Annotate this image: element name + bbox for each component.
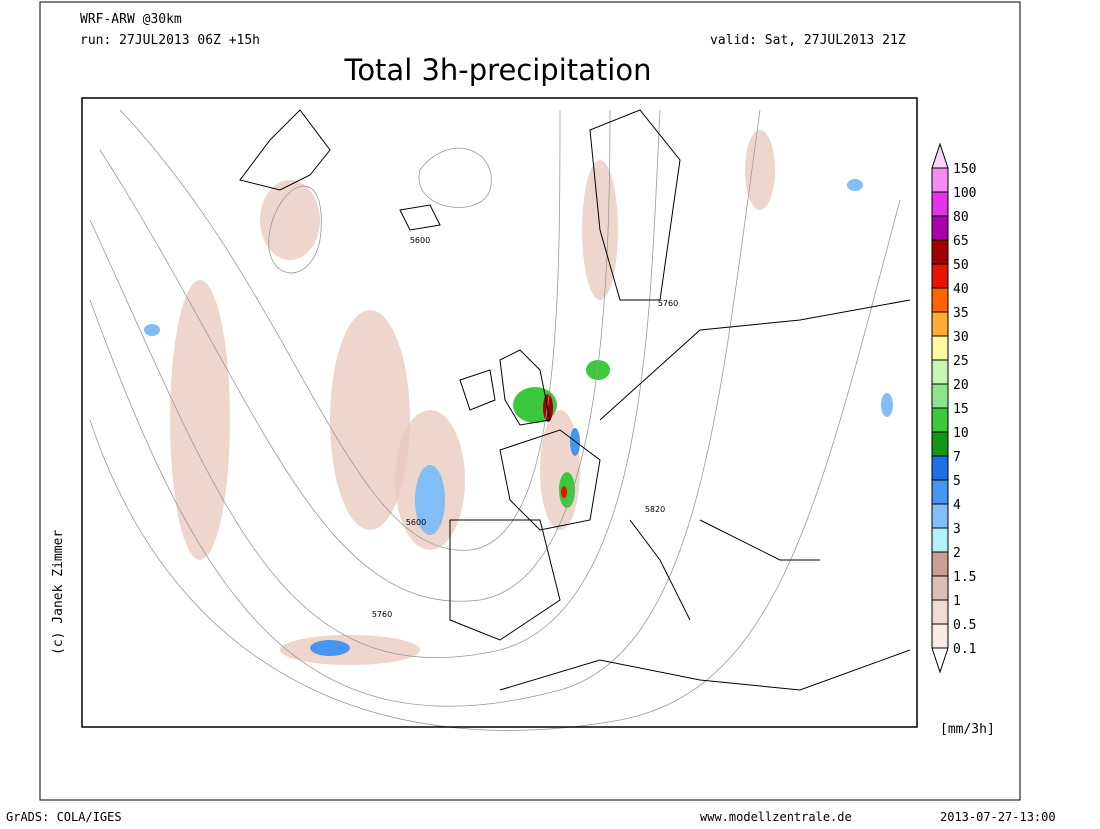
footer-center: www.modellzentrale.de [700,810,852,824]
model-label: WRF-ARW @30km [80,12,182,27]
colorbar-label: 150 [953,162,976,177]
valid-label: valid: Sat, 27JUL2013 21Z [710,33,906,48]
footer-left: GrADS: COLA/IGES [6,810,122,824]
colorbar-label: 5 [953,474,961,489]
colorbar-bottom [931,647,949,674]
colorbar-box [931,215,949,241]
colorbar-box [931,623,949,649]
colorbar-label: 3 [953,522,961,537]
height-contours [89,109,901,731]
credit: (c) Janek Zimmer [51,530,66,655]
colorbar-box [931,311,949,337]
run-label: run: 27JUL2013 06Z +15h [80,33,260,48]
contour-label: 5760 [372,610,392,619]
colorbar-box [931,167,949,193]
colorbar-label: 10 [953,426,969,441]
contour-label: 5600 [410,236,430,245]
colorbar-label: 25 [953,354,969,369]
colorbar-box [931,503,949,529]
colorbar-box [931,479,949,505]
colorbar-box [931,431,949,457]
colorbar-label: 0.5 [953,618,976,633]
colorbar-box [931,599,949,625]
colorbar-label: 2 [953,546,961,561]
colorbar-box [931,239,949,265]
footer-right: 2013-07-27-13:00 [940,810,1056,824]
colorbar-label: 100 [953,186,976,201]
colorbar-box [931,575,949,601]
coastlines [239,109,911,691]
colorbar: 150 100 80 65 50 40 35 30 25 20 15 10 7 5 4 3 2 1.5 1 0.5 0.… [931,142,976,657]
colorbar-label: 20 [953,378,969,393]
colorbar-box [931,527,949,553]
colorbar-label: 7 [953,450,961,465]
colorbar-label: 4 [953,498,961,513]
colorbar-label: 80 [953,210,969,225]
contour-label: 5600 [406,518,426,527]
colorbar-box [931,407,949,433]
colorbar-box [931,263,949,289]
colorbar-label: 40 [953,282,969,297]
colorbar-box [931,335,949,361]
colorbar-box [931,287,949,313]
colorbar-box [931,191,949,217]
colorbar-box [931,551,949,577]
colorbar-label: 35 [953,306,969,321]
title: Total 3h-precipitation [344,53,652,87]
colorbar-label: 65 [953,234,969,249]
colorbar-box [931,359,949,385]
colorbar-label: 1.5 [953,570,976,585]
colorbar-top [931,142,949,169]
colorbar-label: 15 [953,402,969,417]
colorbar-box [931,383,949,409]
colorbar-label: 50 [953,258,969,273]
contour-label: 5760 [658,299,678,308]
map: 5600 5760 5600 5760 5820 [81,97,918,731]
contour-label: 5820 [645,505,665,514]
colorbar-label: 30 [953,330,969,345]
colorbar-label: 0.1 [953,642,976,657]
colorbar-label: 1 [953,594,961,609]
colorbar-box [931,455,949,481]
frame [39,1,1021,801]
colorbar-unit: [mm/3h] [940,722,995,737]
